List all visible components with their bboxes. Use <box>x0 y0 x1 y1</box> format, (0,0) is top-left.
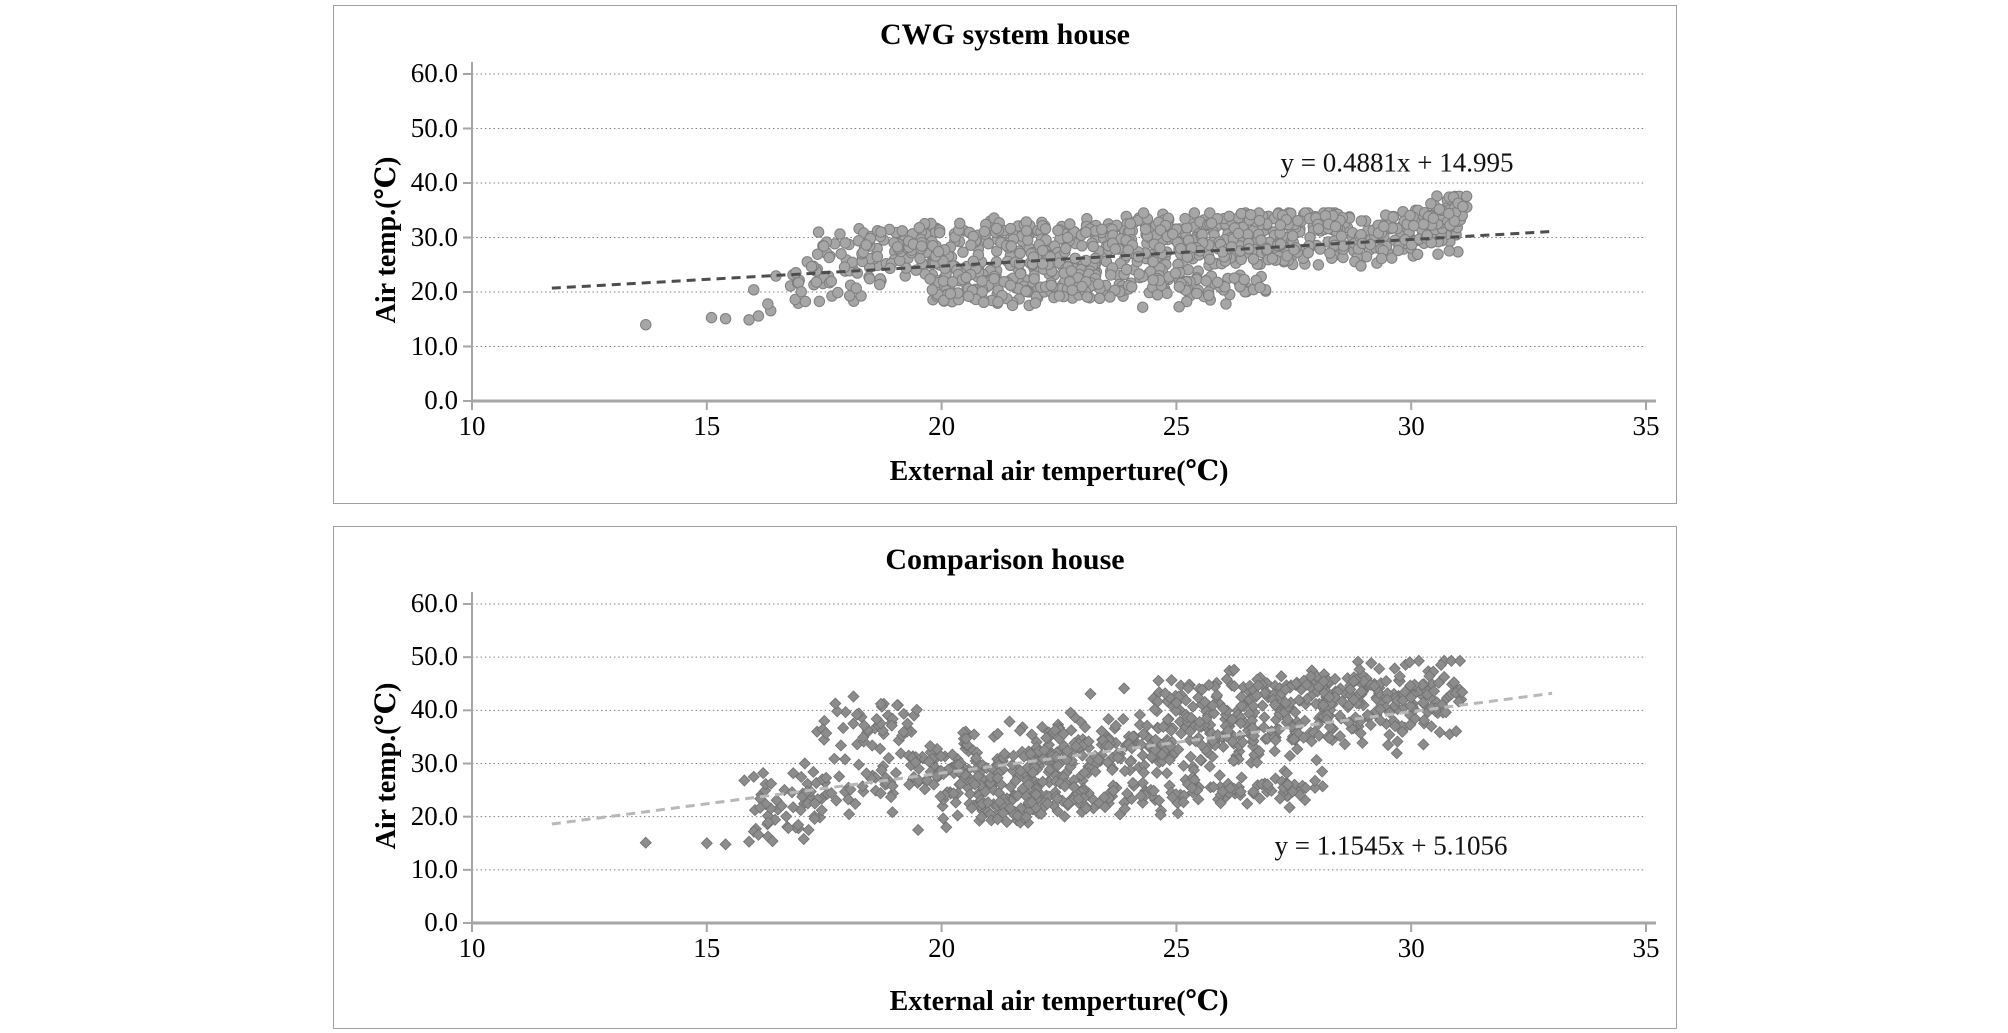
x-tick-label: 10 <box>458 933 486 963</box>
y-tick-label: 10.0 <box>410 330 458 361</box>
y-tick-label: 30.0 <box>410 747 458 778</box>
y-tick-label: 50.0 <box>410 112 458 143</box>
x-tick-label: 10 <box>458 411 486 441</box>
y-tick-label: 60.0 <box>410 58 458 88</box>
comparison-scatter-plot <box>463 592 1656 932</box>
x-tick-label: 15 <box>693 411 721 441</box>
x-tick-label: 20 <box>928 411 956 441</box>
x-tick-label: 25 <box>1162 933 1190 963</box>
y-tick-label: 30.0 <box>410 221 458 252</box>
y-tick-label: 0.0 <box>424 907 458 937</box>
cwg-scatter-plot <box>463 62 1656 410</box>
y-tick-label: 0.0 <box>424 385 458 415</box>
y-tick-label: 60.0 <box>410 588 458 618</box>
x-tick-label: 35 <box>1632 933 1660 963</box>
x-tick-label: 25 <box>1162 411 1190 441</box>
x-axis-title: External air temperture(℃) <box>889 456 1229 487</box>
cwg-system-house-chart: CWG system house y = 0.4881x + 14.995 Ai… <box>333 5 1677 504</box>
x-tick-label: 30 <box>1397 933 1425 963</box>
y-tick-label: 50.0 <box>410 641 458 672</box>
x-axis-title: External air temperture(℃) <box>889 986 1229 1017</box>
y-tick-label: 40.0 <box>410 167 458 197</box>
x-tick-label: 35 <box>1632 411 1660 441</box>
y-tick-label: 20.0 <box>410 800 458 831</box>
y-tick-label: 40.0 <box>410 694 458 725</box>
trendline-equation: y = 1.1545x + 5.1056 <box>1274 830 1508 861</box>
y-tick-label: 10.0 <box>410 853 458 884</box>
trendline-equation: y = 0.4881x + 14.995 <box>1280 147 1514 178</box>
y-tick-label: 20.0 <box>410 276 458 306</box>
chart-title: CWG system house <box>879 18 1130 51</box>
chart-title: Comparison house <box>885 543 1125 576</box>
x-tick-label: 15 <box>693 933 721 963</box>
comparison-house-chart: Comparison house y = 1.1545x + 5.1056 Ai… <box>333 526 1677 1029</box>
x-tick-label: 30 <box>1397 411 1425 441</box>
x-tick-label: 20 <box>928 933 956 963</box>
